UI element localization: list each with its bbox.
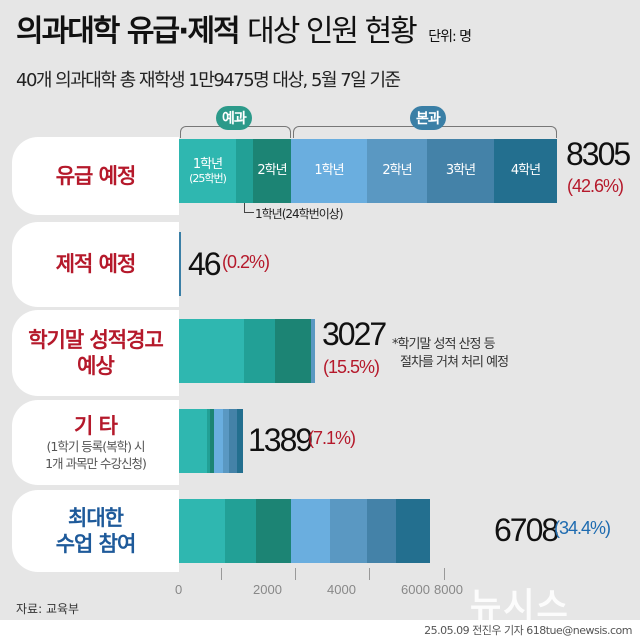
segment-pre1-24 [244,319,275,383]
row-label: 제적 예정 [55,252,137,277]
value-expulsion: 46 [188,246,222,282]
segment-main3 [229,409,237,473]
tick-0: 0 [175,582,183,597]
segment-main3 [367,499,396,563]
row-sublabel-line2: 1개 과목만 수강신청) [45,455,147,471]
segment-main2: 2학년 [367,139,427,203]
pct-warning: (15.5%) [323,357,380,377]
value-retention: 8305 [566,136,631,172]
subtitle: 40개 의과대학 총 재학생 1만9475명 대상, 5월 7일 기준 [16,70,401,91]
segment-main4 [237,409,243,473]
bar-warning [179,319,318,383]
segment-main3: 3학년 [427,139,494,203]
bar-attend [179,499,486,563]
segment-main4 [396,499,430,563]
tick-2000: 2000 [253,582,282,597]
bar-other [179,409,243,473]
row-label: 유급 예정 [55,163,137,188]
segment-main2 [330,499,367,563]
tick-mark [295,568,296,580]
sublabel-connector [244,203,254,213]
segment-main4: 4학년 [494,139,557,203]
pre-med-badge: 예과 [216,106,252,130]
pct-other: (7.1%) [308,428,356,448]
segment-pre1-25 [179,319,244,383]
segment-pre2 [275,319,311,383]
tick-8000: 8000 [434,582,463,597]
value-warning: 3027 [322,316,387,352]
footnote-line1: *학기말 성적 산정 등 [392,337,496,352]
tick-mark [221,568,222,580]
segment-pre2: 2학년 [253,139,291,203]
segment-pre1-25 [179,499,225,563]
sublabel-24: 1학년(24학번이상) [255,207,344,221]
title-bold: 의과대학 유급·제적 [16,14,241,49]
row-sublabel-line1: (1학기 등록(복학) 시 [46,438,145,454]
footnote-line2: 절차를 거쳐 처리 예정 [400,355,509,371]
main-med-badge: 본과 [410,106,446,130]
tick-6000: 6000 [401,582,430,597]
pct-expulsion: (0.2%) [222,252,270,272]
row-label-card-attend: 최대한 수업 참여 [12,490,179,572]
row-label-card-other: 기 타 (1학기 등록(복학) 시 1개 과목만 수강신청) [12,400,179,485]
segment-main1 [291,499,330,563]
segment-main1: 1학년 [291,139,367,203]
tick-mark [369,568,370,580]
tick-4000: 4000 [327,582,356,597]
bar-expulsion [179,232,181,296]
row-label: 기 타 [74,413,118,438]
bar-retention: 1학년 (25학번) 2학년 1학년 2학년 3학년 4학년 [179,139,557,203]
segment-pre2 [256,499,291,563]
value-attend: 6708 [494,512,559,548]
page-title: 의과대학 유급·제적 대상 인원 현황 단위: 명 [16,6,472,50]
segment-pre1-25 [179,409,207,473]
segment-pre1-24 [236,139,253,203]
row-label-line1: 최대한 [68,505,124,530]
row-label-card-retention: 유급 예정 [12,137,179,215]
value-other: 1389 [248,422,313,458]
credit-text: 25.05.09 전진우 기자 618tue@newsis.com [424,624,632,637]
row-label-line2: 예상 [77,354,115,378]
pct-attend: (34.4%) [554,518,611,538]
row-label-line1: 학기말 성적경고 [28,327,164,352]
segment-pre1-24 [207,409,210,473]
row-label-card-expulsion: 제적 예정 [12,222,179,307]
row-label-line2: 수업 참여 [55,532,137,556]
segment-main1 [214,409,223,473]
segment-pre1-24 [225,499,256,563]
segment-pre2 [210,409,214,473]
row-label-card-warning: 학기말 성적경고 예상 [12,310,179,396]
source-label: 자료: 교육부 [16,602,80,616]
credit-bar [0,620,640,641]
unit-label: 단위: 명 [428,29,472,45]
segment-main2 [223,409,229,473]
segment-pre1-25: 1학년 (25학번) [179,139,236,203]
title-light: 대상 인원 현황 [247,14,418,49]
pct-retention: (42.6%) [567,176,624,196]
tick-mark [444,568,445,580]
footnote-warning: *학기말 성적 산정 등 절차를 거쳐 처리 예정 [392,336,509,372]
segment-main [311,319,315,383]
newsis-watermark: 뉴시스 [470,586,570,626]
